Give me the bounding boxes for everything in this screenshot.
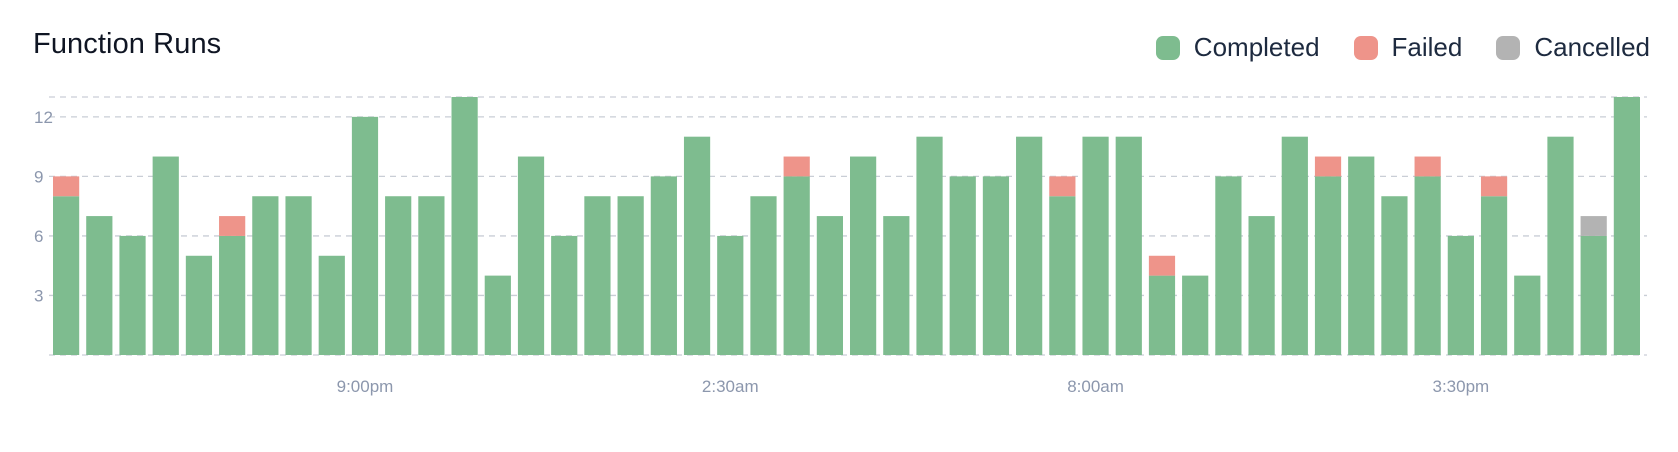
legend-swatch-cancelled xyxy=(1496,35,1521,60)
legend-swatch-completed xyxy=(1155,35,1180,60)
bar-completed-25[interactable] xyxy=(883,216,910,355)
x-tick-label-3:30pm: 3:30pm xyxy=(1432,377,1489,396)
bar-failed-5[interactable] xyxy=(219,216,246,236)
bar-completed-46[interactable] xyxy=(1580,235,1607,355)
bar-completed-4[interactable] xyxy=(185,255,213,355)
bar-failed-0[interactable] xyxy=(53,176,80,197)
legend-item-completed[interactable]: Completed xyxy=(1155,32,1320,63)
bar-completed-41[interactable] xyxy=(1414,176,1441,355)
bar-completed-40[interactable] xyxy=(1381,196,1408,355)
legend-label-cancelled: Cancelled xyxy=(1534,32,1650,62)
bar-completed-45[interactable] xyxy=(1547,136,1574,355)
x-tick-label-9:00pm: 9:00pm xyxy=(337,377,394,396)
bar-completed-9[interactable] xyxy=(351,116,379,355)
bar-completed-12[interactable] xyxy=(451,97,478,355)
bar-completed-8[interactable] xyxy=(318,255,345,355)
bar-completed-30[interactable] xyxy=(1049,196,1076,355)
legend-item-cancelled[interactable]: Cancelled xyxy=(1496,32,1650,63)
bar-completed-28[interactable] xyxy=(982,176,1010,355)
bar-completed-6[interactable] xyxy=(252,196,279,355)
bar-completed-23[interactable] xyxy=(816,216,843,355)
bars xyxy=(53,97,1640,355)
legend-item-failed[interactable]: Failed xyxy=(1353,32,1463,63)
bar-completed-19[interactable] xyxy=(683,136,711,355)
bar-cancelled-46[interactable] xyxy=(1580,216,1607,236)
bar-completed-37[interactable] xyxy=(1281,136,1308,355)
bar-completed-0[interactable] xyxy=(53,196,80,355)
y-axis-ticks: 3 6 9 12 xyxy=(34,108,53,306)
bar-completed-20[interactable] xyxy=(717,235,744,355)
bar-completed-42[interactable] xyxy=(1447,235,1474,355)
y-tick-label-12: 12 xyxy=(34,108,53,127)
bar-completed-32[interactable] xyxy=(1115,136,1142,355)
bar-failed-43[interactable] xyxy=(1480,176,1508,197)
bar-completed-29[interactable] xyxy=(1016,136,1043,355)
legend: Completed Failed Cancelled xyxy=(1155,32,1650,63)
bar-completed-1[interactable] xyxy=(86,216,113,355)
bar-failed-41[interactable] xyxy=(1414,156,1441,177)
bar-completed-11[interactable] xyxy=(418,196,445,355)
bar-completed-21[interactable] xyxy=(750,196,777,355)
bar-completed-2[interactable] xyxy=(119,235,146,355)
bar-completed-34[interactable] xyxy=(1182,275,1209,355)
bar-completed-10[interactable] xyxy=(385,196,412,355)
bar-completed-43[interactable] xyxy=(1480,196,1508,355)
bar-completed-14[interactable] xyxy=(517,156,545,355)
bar-completed-47[interactable] xyxy=(1613,97,1640,355)
bar-completed-17[interactable] xyxy=(617,196,644,355)
bar-completed-3[interactable] xyxy=(152,156,179,355)
chart-title: Function Runs xyxy=(33,28,222,60)
bar-failed-22[interactable] xyxy=(783,156,810,177)
bar-completed-27[interactable] xyxy=(949,176,976,355)
bar-completed-31[interactable] xyxy=(1082,136,1109,355)
bar-failed-33[interactable] xyxy=(1148,255,1176,276)
x-tick-label-8:00am: 8:00am xyxy=(1067,377,1124,396)
bar-failed-30[interactable] xyxy=(1049,176,1076,197)
bar-completed-13[interactable] xyxy=(484,275,511,355)
bar-completed-26[interactable] xyxy=(916,136,943,355)
bar-completed-33[interactable] xyxy=(1148,275,1176,355)
legend-label-failed: Failed xyxy=(1391,32,1463,62)
x-tick-label-2:30am: 2:30am xyxy=(702,377,759,396)
y-tick-label-9: 9 xyxy=(34,167,43,186)
legend-label-completed: Completed xyxy=(1193,32,1320,62)
bar-completed-39[interactable] xyxy=(1348,156,1375,355)
bar-completed-5[interactable] xyxy=(219,235,246,355)
bar-completed-16[interactable] xyxy=(584,196,611,355)
bar-completed-35[interactable] xyxy=(1215,176,1242,355)
bar-completed-7[interactable] xyxy=(285,196,312,355)
bar-completed-44[interactable] xyxy=(1514,275,1541,355)
y-tick-label-3: 3 xyxy=(34,286,43,305)
bar-completed-18[interactable] xyxy=(650,176,677,355)
bar-completed-24[interactable] xyxy=(850,156,877,355)
legend-swatch-failed xyxy=(1353,35,1378,60)
bar-completed-36[interactable] xyxy=(1248,216,1275,355)
bar-failed-38[interactable] xyxy=(1314,156,1342,177)
x-axis-ticks: 9:00pm 2:30am 8:00am 3:30pm xyxy=(337,377,1490,396)
bar-completed-22[interactable] xyxy=(783,176,810,355)
y-tick-label-6: 6 xyxy=(34,227,43,246)
bar-completed-15[interactable] xyxy=(551,235,578,355)
bar-completed-38[interactable] xyxy=(1314,176,1342,355)
grid-lines xyxy=(49,96,1647,356)
